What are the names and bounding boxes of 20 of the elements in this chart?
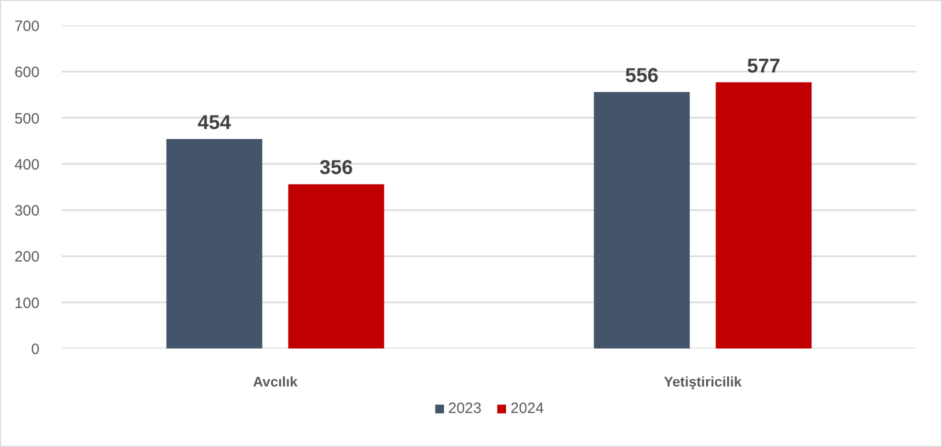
bar [594,92,690,348]
legend-label: 2023 [448,400,482,417]
y-tick-label: 300 [14,202,40,220]
y-tick-label: 200 [14,248,40,266]
bar [166,139,262,348]
x-tick-label: Yetiştiricilik [664,374,742,390]
legend-label: 2024 [510,400,544,417]
x-tick-label: Avcılık [252,374,298,390]
y-tick-label: 600 [14,64,40,82]
bar [716,82,812,348]
data-label: 556 [625,64,659,87]
data-label: 454 [198,112,232,134]
y-tick-label: 500 [14,110,40,128]
y-tick-label: 700 [14,18,40,35]
y-tick-label: 0 [31,341,40,358]
bar [288,184,384,348]
y-tick-label: 100 [14,294,40,312]
data-label: 356 [319,157,353,180]
y-tick-label: 400 [14,156,40,174]
data-label: 577 [746,55,780,78]
